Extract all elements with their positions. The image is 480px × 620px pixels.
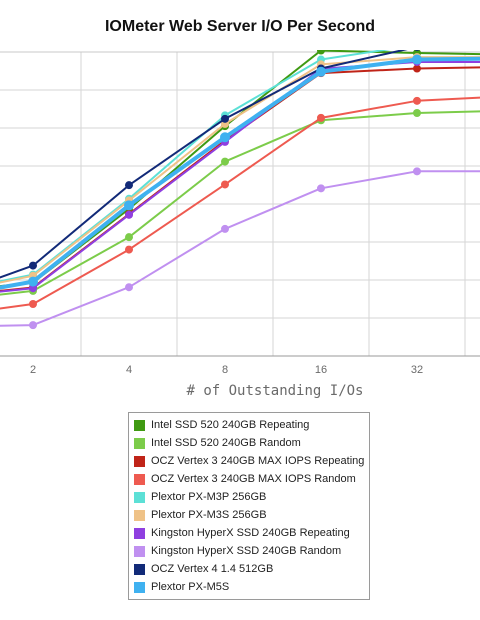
legend-swatch xyxy=(134,491,145,503)
data-point xyxy=(125,283,133,292)
legend-swatch xyxy=(134,545,145,557)
legend-label: OCZ Vertex 3 240GB MAX IOPS Random xyxy=(151,473,356,485)
legend-entry: Kingston HyperX SSD 240GB Random xyxy=(129,542,369,560)
data-point xyxy=(125,181,133,190)
data-point xyxy=(125,245,133,254)
data-point xyxy=(29,299,37,308)
legend-entry: Plextor PX-M3P 256GB xyxy=(129,488,369,506)
legend-entry: Intel SSD 520 240GB Random xyxy=(129,434,369,452)
data-point xyxy=(125,210,133,219)
legend: Intel SSD 520 240GB Repeating Intel SSD 5… xyxy=(128,412,370,600)
legend-label: OCZ Vertex 4 1.4 512GB xyxy=(151,563,274,575)
x-tick-label: 32 xyxy=(411,364,423,376)
legend-swatch xyxy=(134,581,145,593)
legend-label: Kingston HyperX SSD 240GB Random xyxy=(151,545,342,557)
legend-swatch xyxy=(134,419,145,431)
data-point xyxy=(413,109,421,117)
legend-label: Plextor PX-M3P 256GB xyxy=(151,491,267,503)
legend-label: Kingston HyperX SSD 240GB Repeating xyxy=(151,527,350,539)
legend-entry: Plextor PX-M5S xyxy=(129,578,369,596)
legend-label: Plextor PX-M5S xyxy=(151,581,230,593)
x-tick-label: 8 xyxy=(222,364,228,376)
data-point xyxy=(413,41,421,49)
legend-entry: OCZ Vertex 3 240GB MAX IOPS Random xyxy=(129,470,369,488)
data-point xyxy=(317,184,325,193)
legend-entry: OCZ Vertex 4 1.4 512GB xyxy=(129,560,369,578)
legend-entry: OCZ Vertex 3 240GB MAX IOPS Repeating xyxy=(129,452,369,470)
data-point xyxy=(29,261,37,270)
legend-label: OCZ Vertex 3 240GB MAX IOPS Repeating xyxy=(151,455,365,467)
x-tick-label: 4 xyxy=(126,364,132,376)
data-point xyxy=(317,113,325,122)
legend-swatch xyxy=(134,473,145,485)
x-tick-label: 16 xyxy=(315,364,327,376)
data-point xyxy=(414,50,420,51)
data-point xyxy=(221,157,229,166)
legend-swatch xyxy=(134,509,145,521)
series-group xyxy=(0,41,480,330)
legend-label: Intel SSD 520 240GB Repeating xyxy=(151,419,310,431)
data-point xyxy=(413,96,421,105)
legend-entry: Kingston HyperX SSD 240GB Repeating xyxy=(129,524,369,542)
line-chart: 2 4 8 16 32 # of Outstanding I/Os xyxy=(0,41,480,399)
data-point xyxy=(413,64,421,73)
legend-entry: Plextor PX-M3S 256GB xyxy=(129,506,369,524)
legend-swatch xyxy=(134,527,145,539)
data-point xyxy=(221,224,229,233)
data-point xyxy=(317,50,325,55)
legend-entry: Intel SSD 520 240GB Repeating xyxy=(129,416,369,434)
legend-swatch xyxy=(134,563,145,575)
x-tick-label: 2 xyxy=(30,364,36,376)
legend-swatch xyxy=(134,455,145,467)
data-point xyxy=(29,321,37,330)
legend-label: Plextor PX-M3S 256GB xyxy=(151,509,267,521)
legend-label: Intel SSD 520 240GB Random xyxy=(151,437,301,449)
legend-swatch xyxy=(134,437,145,449)
data-point xyxy=(125,233,133,242)
data-point xyxy=(28,276,38,287)
data-point xyxy=(221,114,229,123)
data-point xyxy=(221,180,229,189)
data-point xyxy=(413,167,421,176)
chart-title: IOMeter Web Server I/O Per Second xyxy=(104,18,376,35)
data-point xyxy=(220,132,230,143)
x-axis-label: # of Outstanding I/Os xyxy=(186,383,363,399)
data-point xyxy=(412,54,422,65)
data-point xyxy=(316,66,326,77)
data-point xyxy=(124,200,134,211)
